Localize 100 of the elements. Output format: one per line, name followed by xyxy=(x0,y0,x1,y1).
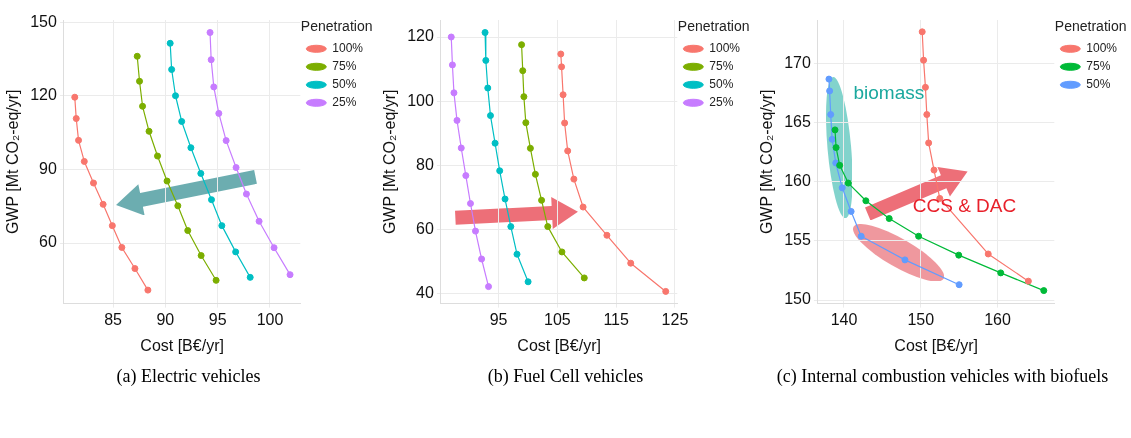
point xyxy=(118,243,126,251)
point xyxy=(885,215,893,223)
y-tick-label: 170 xyxy=(784,54,811,72)
point xyxy=(485,283,493,291)
point xyxy=(99,200,107,208)
point xyxy=(580,274,588,282)
legend-label: 75% xyxy=(332,59,357,74)
point xyxy=(558,63,566,71)
legend-title: Penetration xyxy=(1054,17,1127,34)
x-tick-label: 105 xyxy=(543,310,571,328)
point xyxy=(826,87,834,95)
x-tick-label: 125 xyxy=(661,310,689,328)
point xyxy=(131,265,139,273)
y-axis-title: GWP [Mt CO₂-eq/yr] xyxy=(758,89,776,235)
point xyxy=(471,227,479,235)
point xyxy=(207,56,215,64)
point xyxy=(579,203,587,211)
point xyxy=(558,248,566,256)
y-tick-label: 120 xyxy=(407,27,434,45)
point xyxy=(462,172,470,180)
x-axis-title: Cost [B€/yr] xyxy=(140,336,224,354)
legend-label: 100% xyxy=(709,41,741,56)
point xyxy=(242,190,250,198)
point xyxy=(453,116,461,124)
point xyxy=(484,84,492,92)
point xyxy=(80,157,88,165)
legend-label: 75% xyxy=(709,59,734,74)
point xyxy=(997,269,1005,277)
point xyxy=(222,137,230,145)
point xyxy=(825,75,833,83)
point xyxy=(212,276,220,284)
point xyxy=(246,273,254,281)
point xyxy=(232,248,240,256)
point xyxy=(918,28,926,36)
x-tick-label: 160 xyxy=(984,310,1011,328)
x-tick-label: 95 xyxy=(489,310,508,328)
point xyxy=(457,144,465,152)
y-tick-label: 60 xyxy=(39,233,57,251)
point xyxy=(136,77,144,85)
point xyxy=(662,287,670,295)
point xyxy=(172,92,180,100)
point xyxy=(206,29,214,36)
point xyxy=(984,250,992,258)
point xyxy=(862,197,870,205)
x-tick-label: 95 xyxy=(208,310,227,328)
y-tick-label: 160 xyxy=(784,172,811,190)
point xyxy=(210,83,218,91)
point xyxy=(531,170,539,178)
point xyxy=(168,66,176,74)
point xyxy=(901,256,909,264)
point xyxy=(466,200,474,208)
point xyxy=(218,222,226,230)
legend-title: Penetration xyxy=(300,17,373,34)
y-tick-label: 80 xyxy=(416,155,434,173)
point xyxy=(197,252,205,260)
point xyxy=(108,222,116,230)
point xyxy=(208,196,215,204)
point xyxy=(496,167,504,175)
x-tick-label: 100 xyxy=(256,310,284,328)
point xyxy=(71,93,79,101)
point xyxy=(154,152,162,160)
point xyxy=(447,33,455,41)
point xyxy=(930,166,938,174)
text: (a) Electric vehicles xyxy=(115,365,262,388)
legend-label: 25% xyxy=(709,95,734,110)
point xyxy=(215,109,223,117)
y-axis-title: GWP [Mt CO₂-eq/yr] xyxy=(381,89,399,235)
point xyxy=(1024,277,1032,285)
x-tick-label: 90 xyxy=(156,310,175,328)
y-axis-title: GWP [Mt CO₂-eq/yr] xyxy=(4,89,22,235)
point xyxy=(255,217,263,225)
point xyxy=(450,89,458,97)
point xyxy=(144,286,152,294)
point xyxy=(923,111,931,119)
point xyxy=(836,161,844,169)
x-tick-label: 115 xyxy=(603,310,629,328)
point xyxy=(75,136,83,144)
point xyxy=(844,179,852,187)
legend-label: 25% xyxy=(332,95,357,110)
legend-label: 50% xyxy=(332,77,357,92)
y-tick-label: 150 xyxy=(30,12,57,30)
x-axis-title: Cost [B€/yr] xyxy=(894,336,978,354)
point xyxy=(915,232,923,240)
y-tick-label: 150 xyxy=(784,290,811,308)
y-tick-label: 165 xyxy=(784,113,811,131)
y-tick-label: 100 xyxy=(407,91,434,109)
point xyxy=(481,29,489,37)
point xyxy=(524,278,532,286)
point xyxy=(448,61,456,69)
legend-label: 75% xyxy=(1086,59,1111,74)
point xyxy=(174,202,182,210)
point xyxy=(603,231,611,239)
point xyxy=(627,259,635,267)
legend-label: 100% xyxy=(1086,41,1118,56)
point xyxy=(90,179,97,187)
point xyxy=(507,223,515,231)
point xyxy=(1040,287,1048,295)
point xyxy=(955,281,963,289)
point xyxy=(270,244,278,252)
point xyxy=(955,251,963,259)
